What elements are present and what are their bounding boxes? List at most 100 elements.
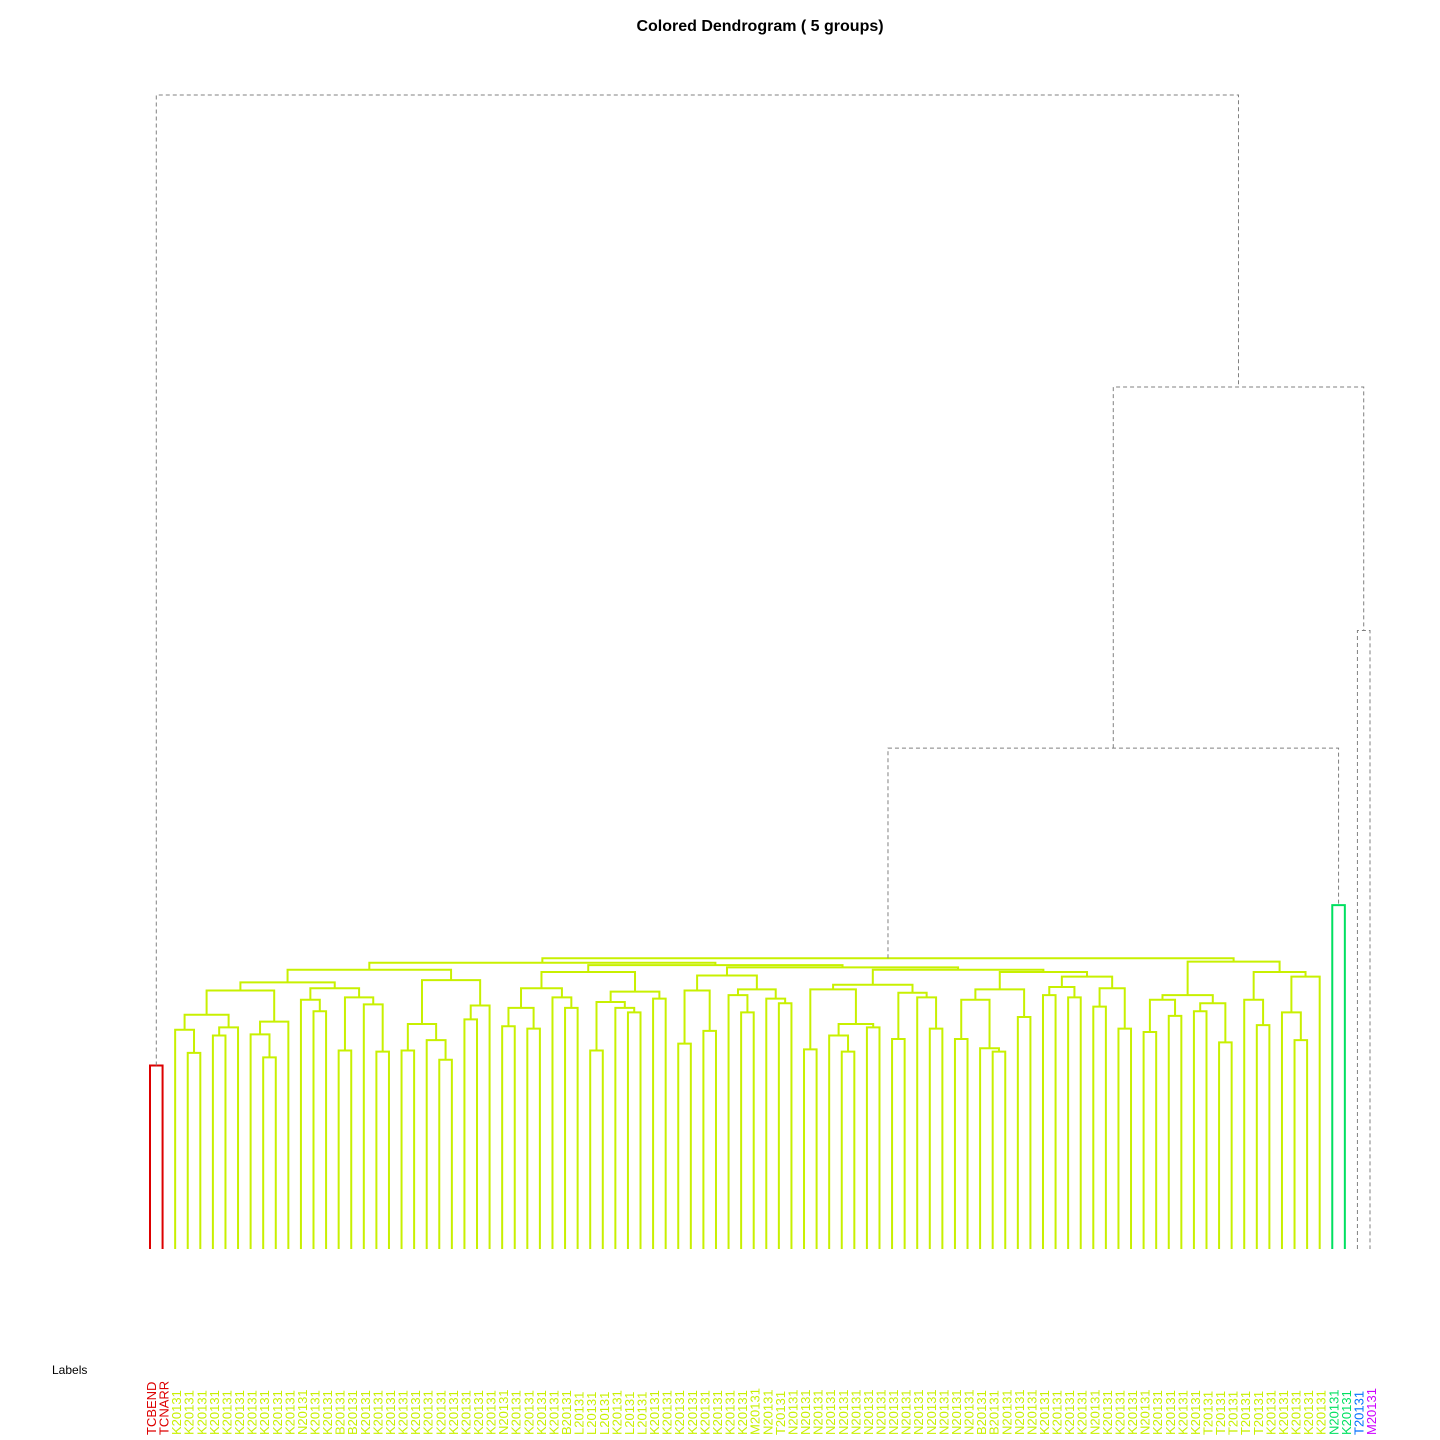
leaf-label: N20131 bbox=[1138, 1389, 1153, 1435]
merge-branch bbox=[696, 974, 758, 991]
merge-branch bbox=[1218, 1041, 1233, 1249]
leaf-label: N20131 bbox=[924, 1389, 939, 1435]
merge-branch bbox=[368, 961, 717, 970]
leaf-label: N20131 bbox=[848, 1389, 863, 1435]
merge-branch bbox=[1117, 1027, 1133, 1249]
leaf-label: B20131 bbox=[987, 1390, 1002, 1435]
merge-branch bbox=[916, 996, 938, 1249]
leaf-label: T20131 bbox=[1238, 1391, 1253, 1435]
leaf-label: K20131 bbox=[308, 1390, 323, 1435]
leaf-label: B20131 bbox=[559, 1390, 574, 1435]
leaf-label: T20131 bbox=[1351, 1391, 1366, 1435]
merge-branch bbox=[702, 1029, 717, 1249]
leaf-label: K20131 bbox=[182, 1390, 197, 1435]
leaf-label: K20131 bbox=[484, 1390, 499, 1435]
leaf-label: K20131 bbox=[647, 1390, 662, 1435]
leaf-label: B20131 bbox=[333, 1390, 348, 1435]
leaf-label: M20131 bbox=[1364, 1388, 1379, 1435]
leaf-label: M20131 bbox=[748, 1388, 763, 1435]
leaf-label: K20131 bbox=[383, 1390, 398, 1435]
merge-branch bbox=[897, 991, 928, 1039]
leaf-label: K20131 bbox=[194, 1390, 209, 1435]
merge-branch bbox=[406, 1022, 438, 1051]
leaf-label: K20131 bbox=[458, 1390, 473, 1435]
merge-branch bbox=[837, 1022, 875, 1036]
leaf-label: T20131 bbox=[1213, 1391, 1228, 1435]
merge-branch bbox=[891, 1037, 906, 1249]
leaf-label: T20131 bbox=[1226, 1391, 1241, 1435]
merge-branch bbox=[626, 1011, 642, 1249]
merge-branch bbox=[740, 1011, 755, 1249]
merge-branch bbox=[1167, 1014, 1183, 1249]
leaf-label: K20131 bbox=[1263, 1390, 1278, 1435]
leaf-label: N20131 bbox=[295, 1389, 310, 1435]
merge-branch bbox=[362, 1003, 384, 1249]
leaf-label: K20131 bbox=[1037, 1390, 1052, 1435]
leaf-label: N20131 bbox=[962, 1389, 977, 1435]
x-axis-label: Labels bbox=[52, 1363, 87, 1377]
merge-branch bbox=[438, 1058, 453, 1249]
leaf-label: N20131 bbox=[1326, 1389, 1341, 1435]
leaf-label: K20131 bbox=[219, 1390, 234, 1435]
merge-branch bbox=[375, 1050, 390, 1249]
merge-branch bbox=[425, 1039, 447, 1249]
merge-branch bbox=[1112, 386, 1365, 749]
merge-branch bbox=[828, 1034, 850, 1249]
merge-branch bbox=[727, 994, 749, 1249]
leaf-label: K20131 bbox=[534, 1390, 549, 1435]
leaf-label: B20131 bbox=[345, 1390, 360, 1435]
merge-branch bbox=[1186, 960, 1281, 996]
merge-branch bbox=[1192, 1010, 1208, 1249]
merge-branch bbox=[609, 990, 661, 1003]
leaf-label: N20131 bbox=[836, 1389, 851, 1435]
leaf-label: K20131 bbox=[1163, 1390, 1178, 1435]
leaf-label: N20131 bbox=[811, 1389, 826, 1435]
leaf-label: K20131 bbox=[1062, 1390, 1077, 1435]
leaf-label: K20131 bbox=[1150, 1390, 1165, 1435]
merge-branch bbox=[928, 1027, 944, 1249]
leaf-label: K20131 bbox=[446, 1390, 461, 1435]
merge-branch bbox=[1293, 1039, 1309, 1249]
leaf-label: N20131 bbox=[1024, 1389, 1039, 1435]
leaf-label: N20131 bbox=[949, 1389, 964, 1435]
leaf-label: K20131 bbox=[421, 1390, 436, 1435]
leaf-label: K20131 bbox=[697, 1390, 712, 1435]
leaf-label: K20131 bbox=[685, 1390, 700, 1435]
merge-branch bbox=[183, 1013, 230, 1030]
merge-branch bbox=[186, 1051, 202, 1249]
leaf-label: L20131 bbox=[622, 1392, 637, 1435]
leaf-label: K20131 bbox=[672, 1390, 687, 1435]
merge-branch bbox=[400, 1049, 416, 1249]
merge-branch bbox=[953, 1037, 969, 1249]
merge-branch bbox=[809, 988, 857, 1050]
leaf-label: N20131 bbox=[785, 1389, 800, 1435]
leaf-label: K20131 bbox=[408, 1390, 423, 1435]
merge-branch bbox=[683, 989, 711, 1044]
leaf-label: N20131 bbox=[861, 1389, 876, 1435]
merge-branch bbox=[259, 1020, 290, 1249]
merge-branch bbox=[312, 1010, 328, 1249]
merge-branch bbox=[589, 1049, 604, 1249]
leaf-label: L20131 bbox=[572, 1392, 587, 1435]
merge-branch bbox=[551, 996, 573, 1249]
merge-branch bbox=[218, 1026, 240, 1249]
leaf-label: N20131 bbox=[936, 1389, 951, 1435]
merge-branch bbox=[974, 988, 1026, 1018]
merge-branch bbox=[205, 989, 276, 1022]
merge-branch bbox=[211, 1034, 227, 1249]
leaf-label: K20131 bbox=[169, 1390, 184, 1435]
merge-branch bbox=[979, 1047, 1000, 1249]
leaf-label: K20131 bbox=[471, 1390, 486, 1435]
merge-branch bbox=[1290, 975, 1321, 1249]
merge-branch bbox=[155, 94, 1239, 1066]
leaf-label: K20131 bbox=[1175, 1390, 1190, 1435]
leaf-label: K20131 bbox=[1125, 1390, 1140, 1435]
leaf-label: N20131 bbox=[886, 1389, 901, 1435]
merge-branch bbox=[595, 1001, 626, 1051]
leaf-label: K20131 bbox=[245, 1390, 260, 1435]
leaf-label: TCBEND bbox=[144, 1382, 159, 1435]
leaf-label: K20131 bbox=[609, 1390, 624, 1435]
leaf-label: K20131 bbox=[257, 1390, 272, 1435]
merge-branch bbox=[587, 964, 844, 973]
